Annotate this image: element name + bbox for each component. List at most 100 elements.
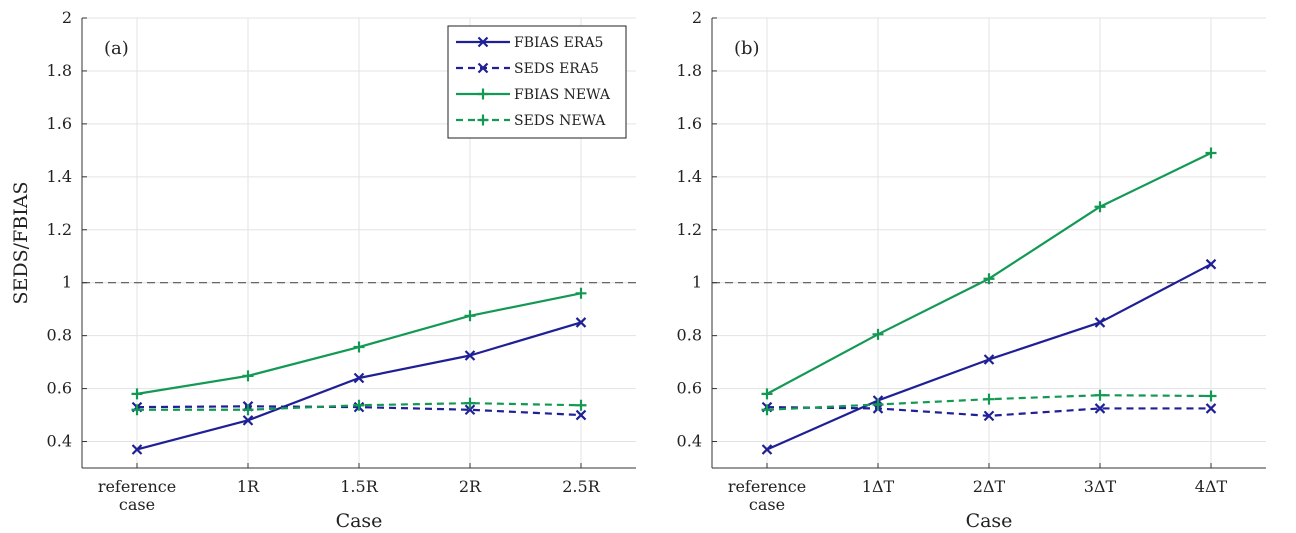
x-tick-label-line: 3ΔT — [1084, 477, 1117, 496]
y-tick-label: 0.4 — [47, 432, 72, 451]
x-tick-label: 4ΔT — [1195, 477, 1228, 496]
y-tick-label: 0.4 — [677, 432, 702, 451]
x-tick-label-line: case — [119, 495, 155, 514]
y-tick-label: 1.8 — [47, 61, 72, 80]
legend-item: FBIAS NEWA — [456, 87, 611, 103]
y-tick-label: 1.2 — [677, 220, 702, 239]
y-tick-label: 0.6 — [47, 379, 72, 398]
x-axis-label: Case — [966, 510, 1013, 532]
data-point — [575, 399, 587, 411]
y-tick-label: 1 — [62, 273, 72, 292]
y-tick-label: 0.8 — [47, 326, 72, 345]
y-tick-label: 0.8 — [677, 326, 702, 345]
data-point — [1094, 317, 1106, 328]
legend-label: SEDS NEWA — [514, 113, 606, 129]
y-tick-label: 1 — [692, 273, 702, 292]
x-tick-label-line: reference — [98, 477, 176, 496]
data-point — [872, 328, 884, 340]
data-point — [353, 399, 365, 411]
series-fbias-era5 — [131, 317, 587, 455]
data-point — [761, 388, 773, 400]
data-point — [761, 404, 773, 416]
legend-marker — [477, 88, 489, 100]
series-fbias-newa — [131, 287, 587, 400]
x-tick-label-line: 2.5R — [562, 477, 600, 496]
data-point — [1094, 403, 1106, 414]
x-tick-label: 2R — [459, 477, 482, 496]
data-point — [353, 372, 365, 384]
legend: FBIAS ERA5 SEDS ERA5 FBIAS NEWA SEDS NEWA — [447, 25, 627, 139]
y-tick-label: 1.6 — [677, 114, 702, 133]
x-tick-label: 2ΔT — [973, 477, 1006, 496]
y-tick-label: 0.6 — [677, 379, 702, 398]
data-point — [1205, 147, 1217, 159]
x-tick-label-line: 2ΔT — [973, 477, 1006, 496]
x-tick-label: 3ΔT — [1084, 477, 1117, 496]
data-point — [242, 415, 254, 426]
data-point — [131, 444, 143, 455]
legend-item: FBIAS ERA5 — [456, 35, 603, 51]
x-tick-label: 1R — [237, 477, 260, 496]
y-tick-label: 1.6 — [47, 114, 72, 133]
data-point — [464, 350, 476, 361]
legend-marker — [477, 114, 489, 126]
data-point — [131, 404, 143, 416]
series-seds-newa — [761, 389, 1217, 416]
data-point — [464, 397, 476, 409]
y-axis-label: SEDS/FBIAS — [10, 182, 32, 305]
legend-label: FBIAS ERA5 — [514, 35, 603, 51]
x-axis-label: Case — [336, 510, 383, 532]
data-point — [131, 388, 143, 400]
panel-label: (b) — [734, 38, 760, 59]
data-point — [983, 393, 995, 405]
x-tick-label: 1ΔT — [862, 477, 895, 496]
x-tick-label-line: 2R — [459, 477, 482, 496]
legend-label: SEDS ERA5 — [514, 61, 599, 77]
data-point — [353, 341, 365, 353]
x-tick-label-line: reference — [728, 477, 806, 496]
y-tick-label: 1.4 — [47, 167, 72, 186]
y-tick-label: 1.8 — [677, 61, 702, 80]
data-point — [983, 273, 995, 285]
panel-2: 0.4 0.6 0.8 1 1.2 1.4 1.6 1.8 2 reference case 1ΔT 2… — [677, 8, 1266, 532]
data-point — [1205, 403, 1217, 414]
y-tick-label: 1.2 — [47, 220, 72, 239]
legend-item: SEDS ERA5 — [456, 61, 599, 77]
x-tick-label-line: case — [749, 495, 785, 514]
y-tick-label: 2 — [62, 8, 72, 27]
data-point — [575, 409, 587, 421]
data-point — [575, 287, 587, 299]
x-tick-label: 1.5R — [340, 477, 378, 496]
x-tick-label-line: 1R — [237, 477, 260, 496]
data-point — [983, 410, 995, 422]
series-seds-newa — [131, 397, 587, 416]
data-point — [464, 310, 476, 322]
x-tick-label: reference case — [98, 477, 176, 514]
data-point — [872, 398, 884, 410]
data-point — [1094, 201, 1106, 213]
legend-item: SEDS NEWA — [456, 113, 606, 129]
legend-marker — [477, 62, 489, 74]
data-point — [464, 404, 476, 416]
y-tick-label: 1.4 — [677, 167, 702, 186]
data-point — [761, 444, 773, 455]
data-point — [983, 354, 995, 365]
data-point — [1205, 390, 1217, 402]
panel-1: 0.4 0.6 0.8 1 1.2 1.4 1.6 1.8 2 reference case 1R 1.… — [10, 8, 636, 532]
series-fbias-newa — [761, 147, 1217, 400]
data-point — [242, 370, 254, 382]
legend-label: FBIAS NEWA — [514, 87, 611, 103]
y-tick-label: 2 — [692, 8, 702, 27]
data-point — [575, 317, 587, 328]
legend-marker — [477, 36, 489, 48]
data-point — [242, 404, 254, 416]
x-tick-label: 2.5R — [562, 477, 600, 496]
panel-label: (a) — [104, 38, 129, 59]
x-tick-label-line: 1.5R — [340, 477, 378, 496]
x-tick-label-line: 1ΔT — [862, 477, 895, 496]
data-point — [1094, 389, 1106, 401]
data-point — [1205, 258, 1217, 270]
x-tick-label: reference case — [728, 477, 806, 514]
